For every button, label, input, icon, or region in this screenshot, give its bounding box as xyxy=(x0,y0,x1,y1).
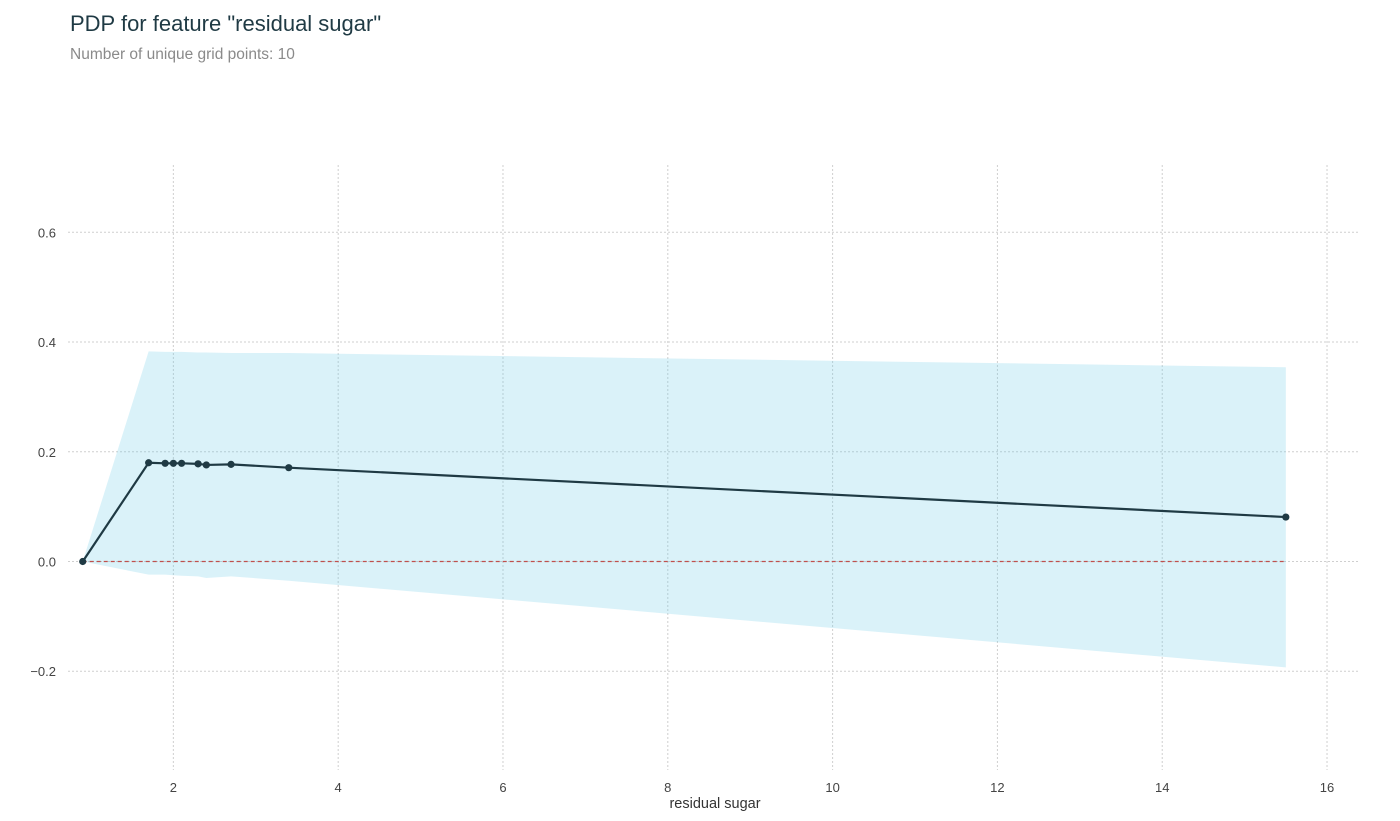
pdp-point xyxy=(227,460,235,468)
pdp-point xyxy=(285,464,293,472)
confidence-band xyxy=(82,351,1286,668)
chart-subtitle: Number of unique grid points: 10 xyxy=(70,46,295,63)
pdp-point xyxy=(161,459,169,467)
y-tick-label: 0.6 xyxy=(38,225,56,240)
x-tick-label: 10 xyxy=(825,780,839,795)
tick-labels-layer: 2 4 6 8 10 12 14 16 −0.2 0.0 0.2 0.4 0.6 xyxy=(30,225,1334,795)
y-tick-label: 0.2 xyxy=(38,445,56,460)
pdp-points-layer xyxy=(79,459,1290,566)
pdp-point xyxy=(79,557,87,566)
x-tick-label: 2 xyxy=(170,780,177,795)
pdp-point xyxy=(145,459,153,467)
x-tick-label: 14 xyxy=(1155,780,1169,795)
pdp-point xyxy=(1282,513,1290,521)
pdp-line-layer xyxy=(81,461,1286,563)
confidence-band-layer xyxy=(82,351,1286,668)
x-tick-label: 8 xyxy=(664,780,671,795)
pdp-point xyxy=(194,460,202,468)
x-tick-label: 6 xyxy=(499,780,506,795)
x-axis-label: residual sugar xyxy=(669,796,760,812)
x-tick-label: 12 xyxy=(990,780,1004,795)
pdp-point xyxy=(169,459,177,467)
x-tick-label: 16 xyxy=(1320,780,1334,795)
x-tick-label: 4 xyxy=(335,780,342,795)
pdp-line xyxy=(81,461,1286,563)
grid-layer xyxy=(68,165,1360,770)
y-tick-label: 0.0 xyxy=(38,555,56,570)
y-tick-label: −0.2 xyxy=(30,664,56,679)
chart-title: PDP for feature "residual sugar" xyxy=(70,11,382,36)
pdp-point xyxy=(178,459,186,467)
pdp-point xyxy=(202,461,210,469)
y-tick-label: 0.4 xyxy=(38,335,56,350)
